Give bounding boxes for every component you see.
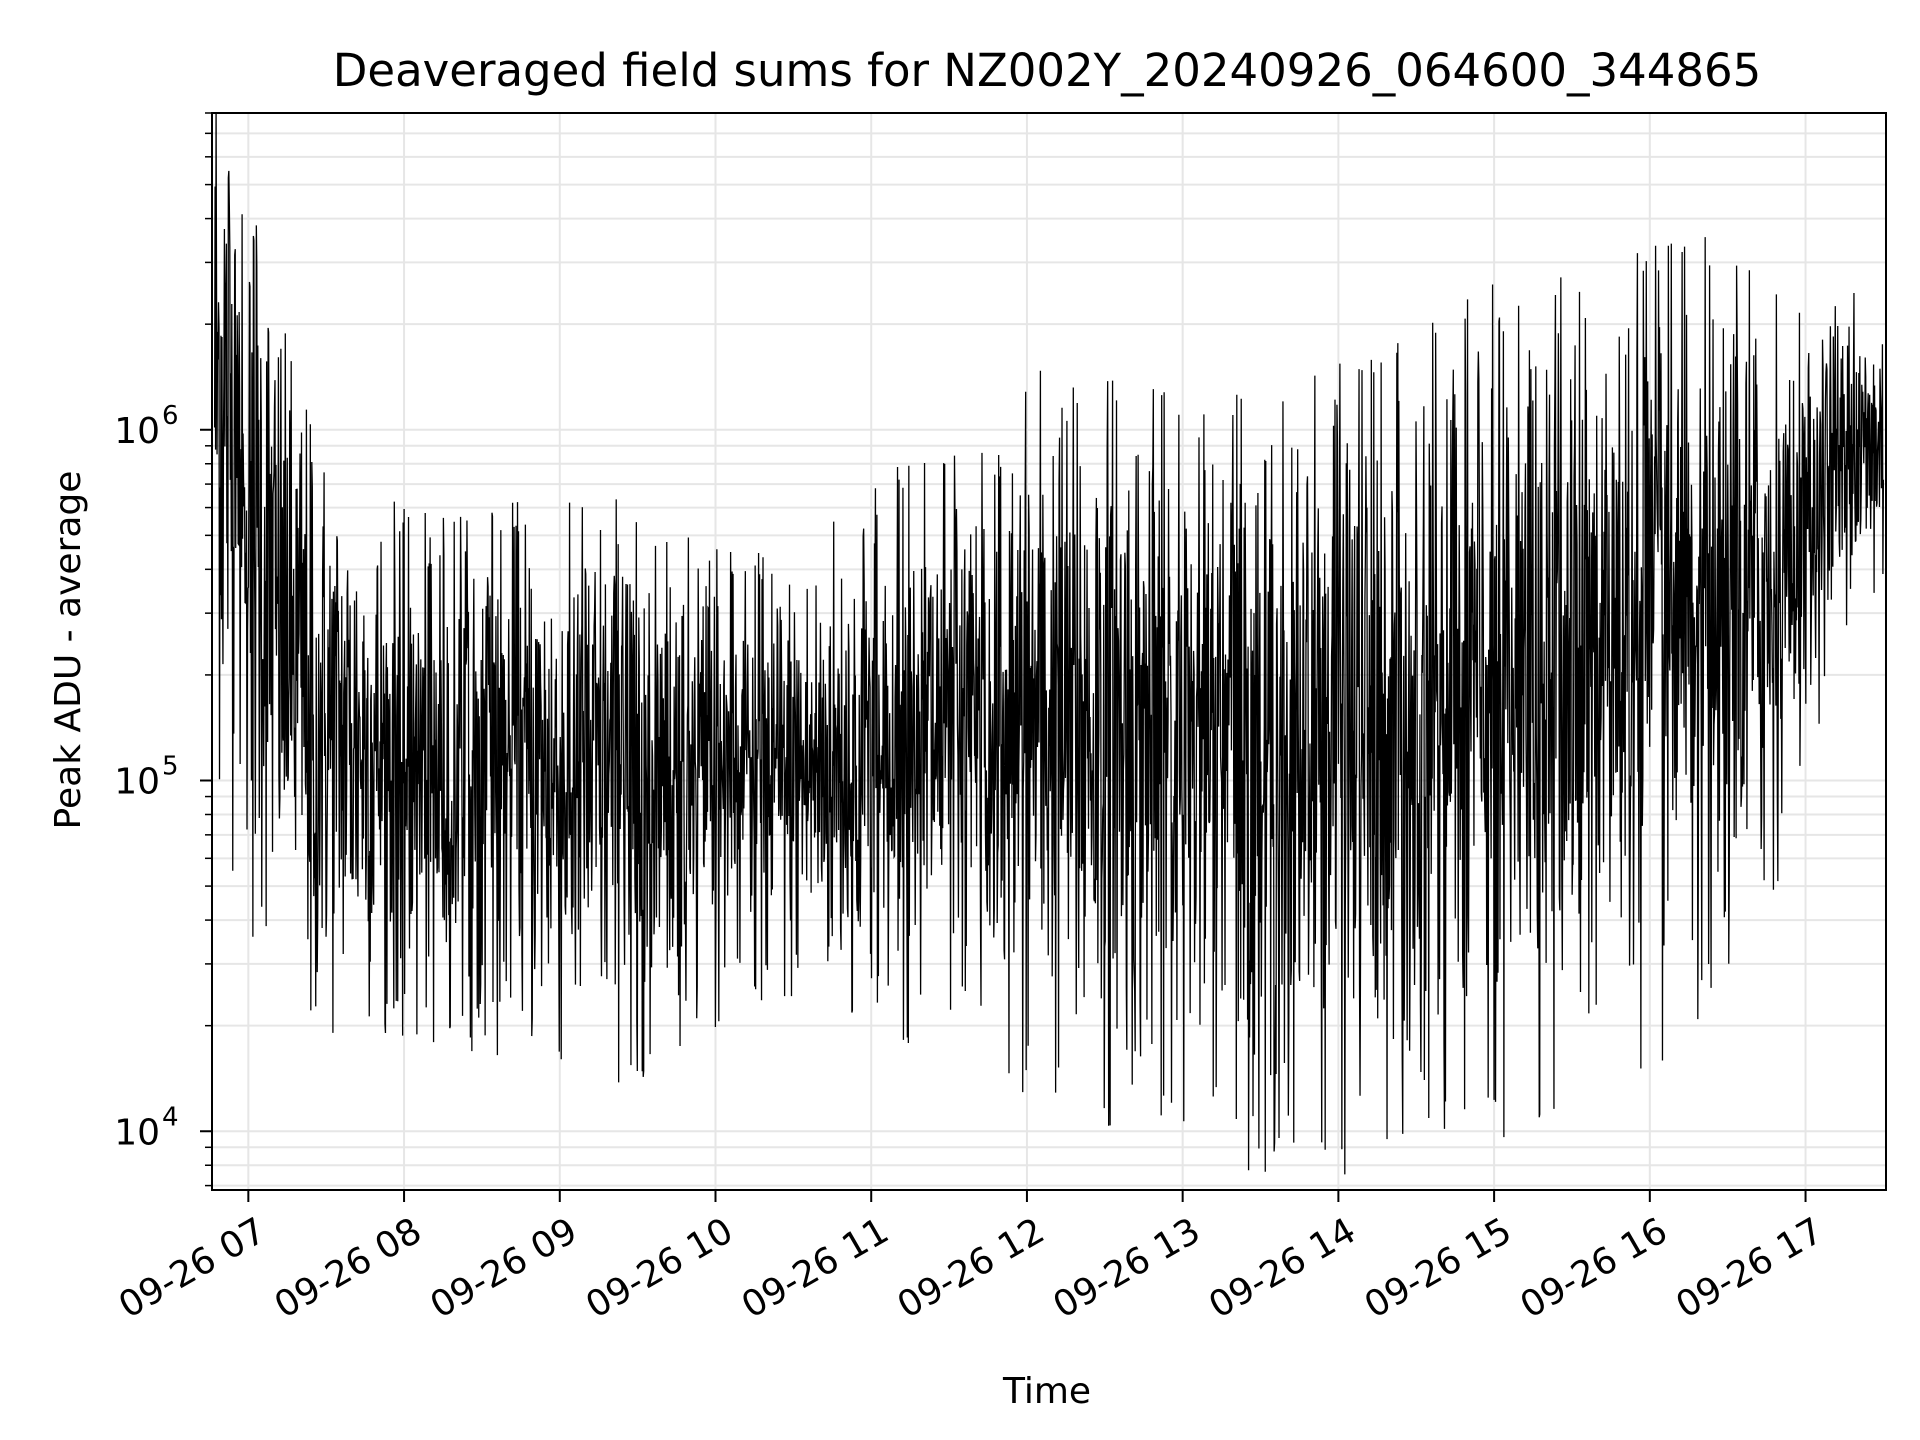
x-axis-label: Time (1002, 1371, 1091, 1412)
y-tick-label: 10 (114, 411, 160, 452)
plot-frame (211, 112, 1887, 1191)
y-tick-label: 10 (114, 762, 160, 803)
y-axis-label: Peak ADU - average (48, 471, 89, 830)
y-tick-exponent: 5 (162, 752, 179, 782)
plot-area (213, 113, 1885, 1175)
y-tick-exponent: 4 (162, 1102, 179, 1132)
y-tick-exponent: 6 (162, 401, 179, 431)
series-line (213, 113, 1885, 1175)
y-tick-label: 10 (114, 1112, 160, 1153)
chart-title: Deaveraged field sums for NZ002Y_2024092… (333, 44, 1762, 97)
